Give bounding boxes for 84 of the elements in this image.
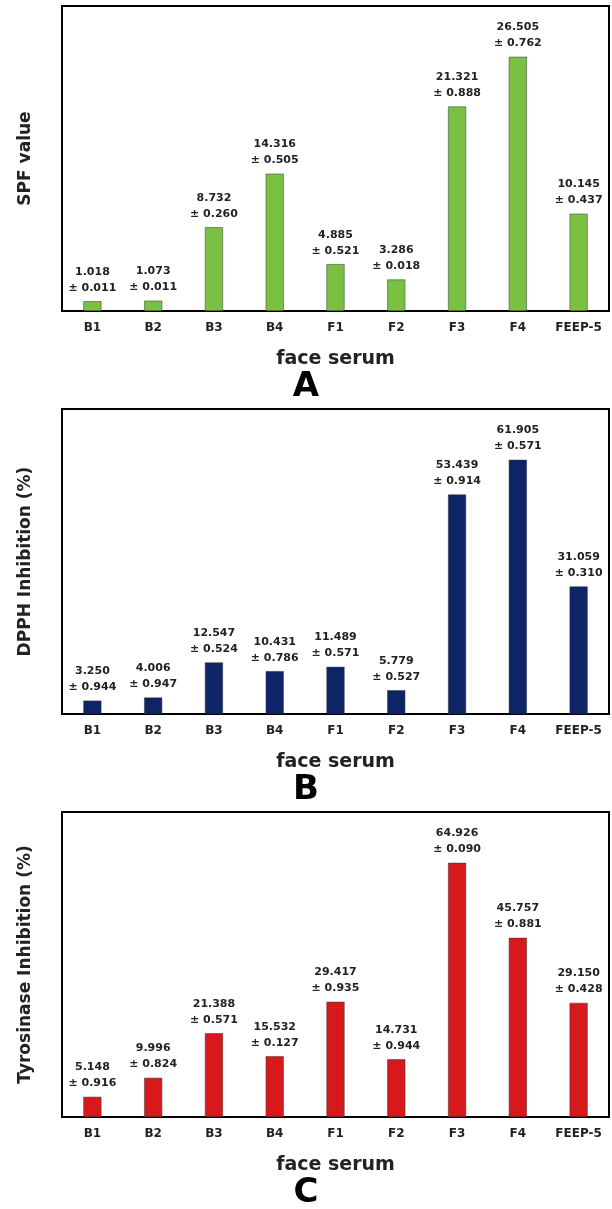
x-tick-label: FEEP-5 [555, 1126, 602, 1140]
data-label: 1.073 ± 0.011 [129, 264, 178, 294]
bar [204, 662, 223, 714]
data-label: 9.996 ± 0.824 [129, 1041, 178, 1071]
y-axis-title: SPF value [13, 111, 34, 206]
data-label: 53.439 ± 0.914 [433, 458, 482, 488]
x-tick-label: B4 [265, 1126, 284, 1140]
bar [83, 301, 102, 311]
data-label: 5.148 ± 0.916 [68, 1060, 117, 1090]
x-tick-label: F3 [448, 1126, 466, 1140]
x-tick-label: B2 [144, 723, 162, 737]
bar [508, 56, 527, 311]
bar [144, 697, 163, 714]
data-label: 21.388 ± 0.571 [190, 996, 238, 1026]
data-label: 8.732 ± 0.260 [190, 190, 239, 220]
bar [326, 666, 345, 714]
bar [387, 1059, 406, 1117]
x-tick-label: FEEP-5 [555, 723, 602, 737]
x-tick-label: FEEP-5 [555, 320, 602, 334]
x-tick-label: B4 [265, 723, 284, 737]
data-label: 11.489 ± 0.571 [311, 630, 360, 660]
x-tick-label: F2 [388, 1126, 405, 1140]
x-tick-label: B4 [265, 320, 284, 334]
data-label: 31.059 ± 0.310 [554, 549, 603, 579]
bar [508, 459, 527, 714]
data-label: 61.905 ± 0.571 [493, 423, 542, 453]
bar [265, 1056, 284, 1117]
data-label: 12.547 ± 0.524 [190, 625, 239, 655]
data-label: 5.779 ± 0.527 [372, 653, 421, 683]
bar [144, 300, 163, 311]
x-tick-label: F1 [327, 723, 344, 737]
x-tick-label: B1 [83, 320, 102, 334]
bar [508, 937, 527, 1117]
data-label: 26.505 ± 0.762 [493, 20, 542, 50]
bar [387, 690, 406, 714]
bar [204, 1033, 223, 1117]
bar [448, 862, 467, 1117]
data-label: 10.431 ± 0.786 [250, 634, 299, 664]
data-label: 10.145 ± 0.437 [554, 177, 603, 207]
x-tick-label: B2 [144, 320, 162, 334]
x-tick-label: B3 [205, 1126, 223, 1140]
data-label: 64.926 ± 0.090 [433, 826, 482, 856]
bar [448, 106, 467, 311]
data-label: 3.250 ± 0.944 [68, 664, 117, 694]
x-tick-label: F4 [509, 1126, 527, 1140]
data-label: 21.321 ± 0.888 [433, 70, 481, 100]
x-tick-label: F3 [448, 723, 466, 737]
x-tick-label: F4 [509, 723, 527, 737]
data-label: 29.150 ± 0.428 [554, 966, 603, 996]
x-tick-label: F4 [509, 320, 527, 334]
data-label: 4.885 ± 0.521 [311, 227, 360, 257]
y-axis-title: DPPH Inhibition (%) [13, 466, 34, 657]
data-label: 14.316 ± 0.505 [250, 137, 299, 167]
data-label: 1.018 ± 0.011 [68, 264, 117, 294]
x-tick-label: B2 [144, 1126, 162, 1140]
bar [448, 494, 467, 714]
bar [204, 227, 223, 311]
x-tick-label: F3 [448, 320, 466, 334]
bar [265, 173, 284, 311]
x-tick-label: F2 [388, 723, 405, 737]
x-tick-label: F1 [327, 1126, 344, 1140]
x-tick-label: B3 [205, 723, 223, 737]
bar [265, 671, 284, 714]
bar [326, 1001, 345, 1117]
bar [83, 1096, 102, 1117]
data-label: 15.532 ± 0.127 [250, 1019, 299, 1049]
bar [326, 264, 345, 311]
bar [144, 1077, 163, 1117]
bar [387, 279, 406, 311]
bar [569, 1002, 588, 1117]
data-label: 3.286 ± 0.018 [372, 242, 421, 272]
x-tick-label: B1 [83, 1126, 102, 1140]
data-label: 45.757 ± 0.881 [493, 901, 542, 931]
x-tick-label: B3 [205, 320, 223, 334]
data-label: 4.006 ± 0.947 [129, 661, 178, 691]
bar [83, 700, 102, 714]
bar [569, 586, 588, 714]
bar [569, 213, 588, 311]
data-label: 29.417 ± 0.935 [311, 965, 360, 995]
x-tick-label: F2 [388, 320, 405, 334]
x-tick-label: B1 [83, 723, 102, 737]
data-label: 14.731 ± 0.944 [372, 1022, 421, 1052]
x-tick-label: F1 [327, 320, 344, 334]
y-axis-title: Tyrosinase Inhibition (%) [13, 845, 34, 1084]
